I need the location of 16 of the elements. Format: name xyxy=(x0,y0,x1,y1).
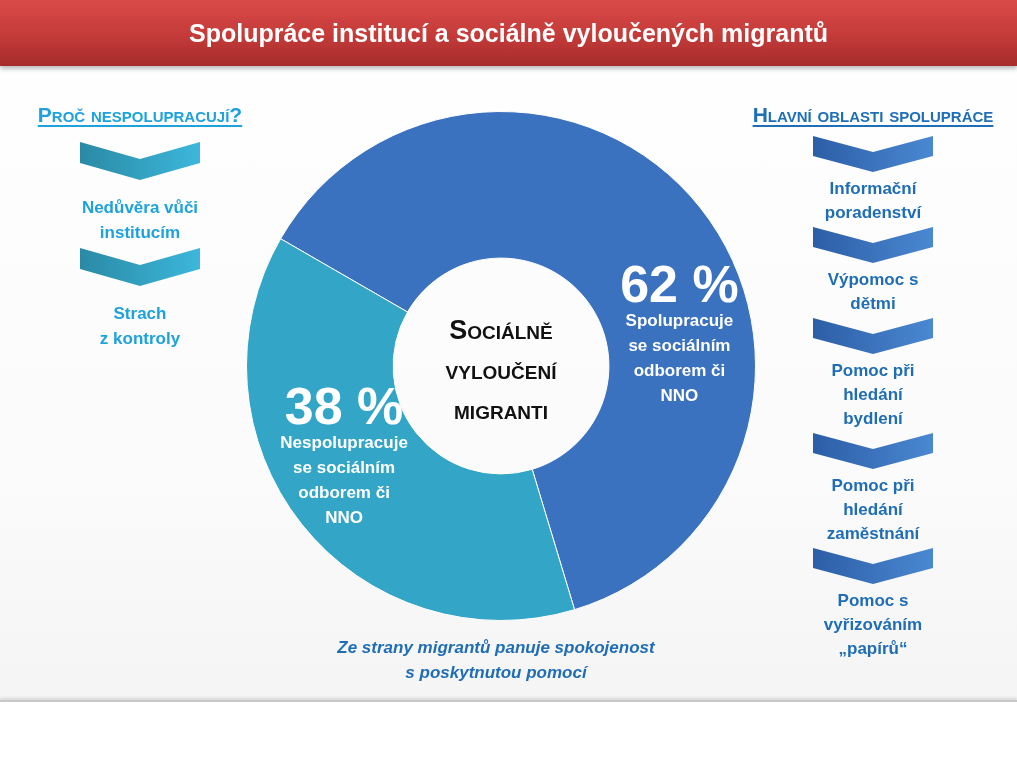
text: Hlavní oblasti spolupráce xyxy=(752,102,994,128)
text: Pomoc při hledání zaměstnání xyxy=(826,475,920,545)
chart-title: Spolupráce institucí a sociálně vyloučených migrantů xyxy=(187,18,830,48)
text: Ze strany migrantů panuje spokojenost s poskytnutou pomocí xyxy=(336,637,656,684)
slice-label: Nespolupracuje se sociálním odborem či NNO xyxy=(280,433,408,528)
slice-label: Spolupracuje se sociálním odborem či NNO xyxy=(625,311,734,406)
data-label: 38 % xyxy=(284,376,404,435)
text: Informační poradenství xyxy=(824,178,922,224)
text: Výpomoc s dětmi xyxy=(827,269,919,315)
text: Proč nespolupracují? xyxy=(37,102,243,128)
text: Pomoc s vyřizováním „papírů“ xyxy=(823,590,923,660)
data-label: 62 % xyxy=(620,254,739,313)
text: Sociálně vyloučení migranti xyxy=(444,314,558,427)
text: Pomoc při hledání bydlení xyxy=(831,360,915,430)
text: Nedůvěra vůči institucím xyxy=(81,197,199,244)
text: Strach z kontroly xyxy=(99,303,181,350)
